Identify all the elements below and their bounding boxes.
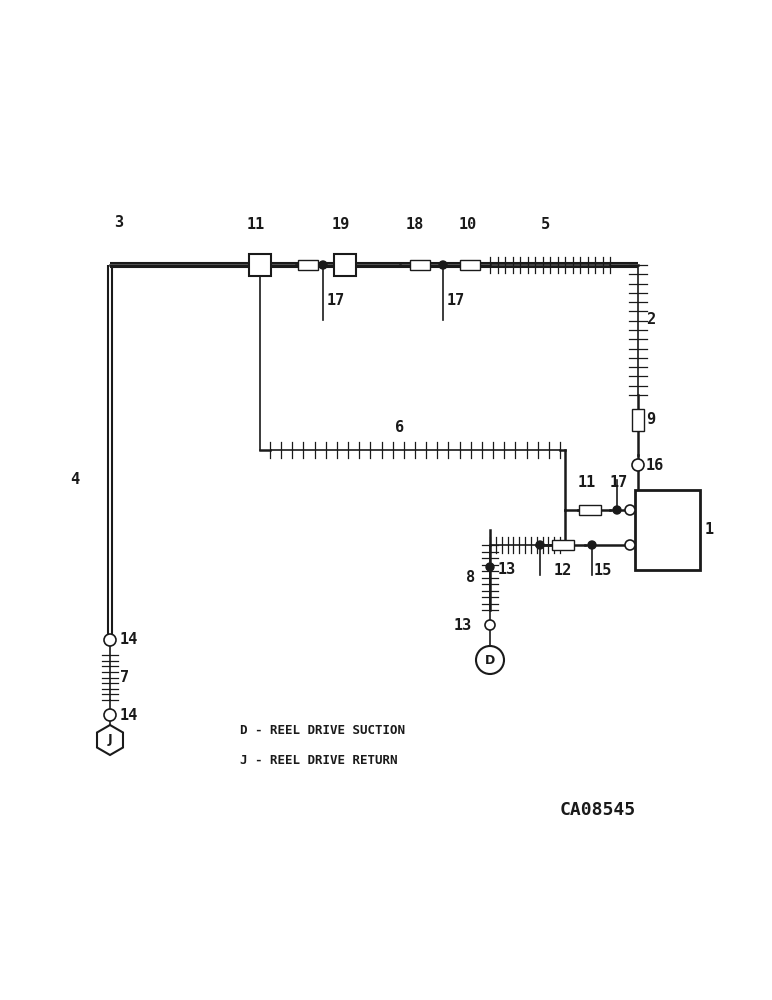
Text: J - REEL DRIVE RETURN: J - REEL DRIVE RETURN xyxy=(240,754,398,766)
Bar xyxy=(460,260,480,270)
Text: 11: 11 xyxy=(578,475,596,490)
Text: 17: 17 xyxy=(610,475,628,490)
Circle shape xyxy=(588,541,596,549)
Text: 18: 18 xyxy=(406,217,424,232)
Bar xyxy=(298,260,318,270)
Circle shape xyxy=(439,261,447,269)
Circle shape xyxy=(485,620,495,630)
Text: 16: 16 xyxy=(646,458,664,473)
Text: 14: 14 xyxy=(120,708,138,722)
Text: 7: 7 xyxy=(120,670,129,685)
Text: 3: 3 xyxy=(114,215,123,230)
Circle shape xyxy=(486,563,494,571)
Text: 12: 12 xyxy=(554,563,572,578)
Text: 4: 4 xyxy=(70,473,79,488)
Text: 14: 14 xyxy=(120,633,138,648)
Text: 13: 13 xyxy=(454,617,472,633)
Circle shape xyxy=(104,709,116,721)
Bar xyxy=(334,254,356,276)
Circle shape xyxy=(625,540,635,550)
Bar xyxy=(579,505,601,515)
Text: 6: 6 xyxy=(395,420,405,435)
Text: 11: 11 xyxy=(247,217,265,232)
Circle shape xyxy=(632,459,644,471)
Circle shape xyxy=(104,634,116,646)
Bar xyxy=(249,254,271,276)
Circle shape xyxy=(476,646,504,674)
Circle shape xyxy=(613,506,621,514)
Text: 10: 10 xyxy=(459,217,477,232)
Bar xyxy=(632,409,644,431)
Text: 17: 17 xyxy=(447,293,466,308)
Text: 8: 8 xyxy=(466,570,475,585)
Text: 13: 13 xyxy=(498,562,516,577)
Bar xyxy=(635,490,700,570)
Text: 9: 9 xyxy=(646,412,655,428)
Text: 17: 17 xyxy=(327,293,345,308)
Bar xyxy=(552,540,574,550)
Text: CA08545: CA08545 xyxy=(560,801,636,819)
Text: D - REEL DRIVE SUCTION: D - REEL DRIVE SUCTION xyxy=(240,724,405,736)
Text: 19: 19 xyxy=(332,217,350,232)
Circle shape xyxy=(625,505,635,515)
Text: D: D xyxy=(485,654,495,666)
Circle shape xyxy=(536,541,544,549)
Text: 15: 15 xyxy=(594,563,612,578)
Circle shape xyxy=(319,261,327,269)
Bar xyxy=(410,260,430,270)
Text: 2: 2 xyxy=(646,312,655,328)
Text: 1: 1 xyxy=(705,522,714,538)
Text: 5: 5 xyxy=(540,217,550,232)
Text: J: J xyxy=(107,734,112,746)
Polygon shape xyxy=(97,725,123,755)
